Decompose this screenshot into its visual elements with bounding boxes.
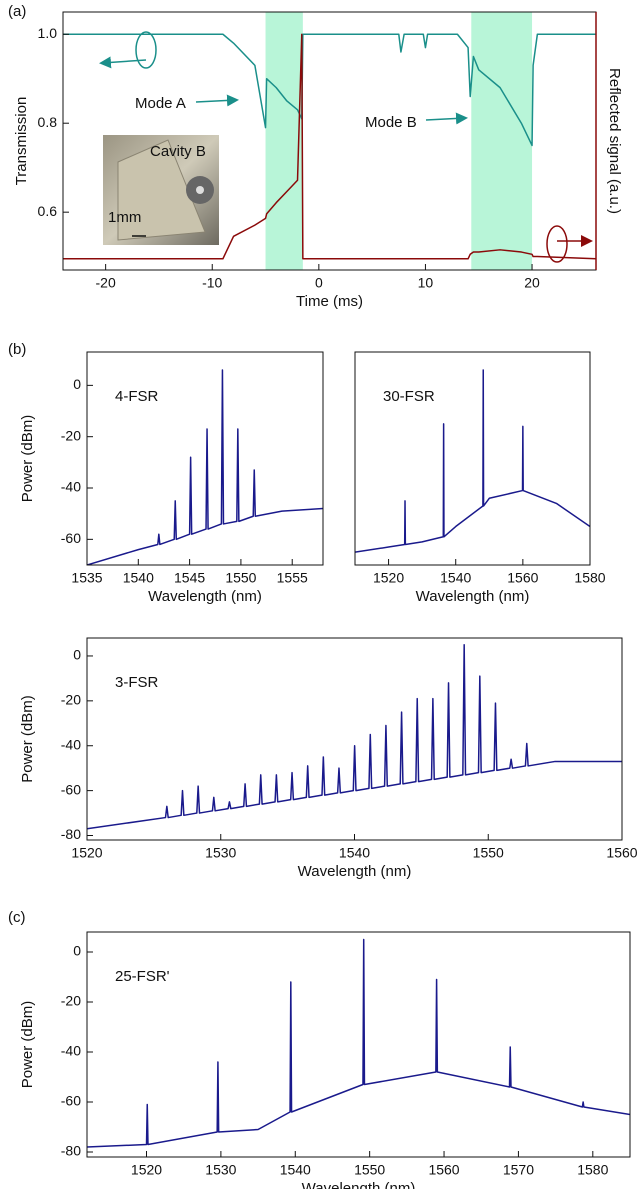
annotation: Mode B <box>365 114 417 131</box>
x-tick-label: 1520 <box>71 845 102 861</box>
y-tick-label: -60 <box>61 530 81 546</box>
y-tick-label: -80 <box>61 1143 81 1159</box>
x-tick-label: 1560 <box>507 570 538 586</box>
x-tick-label: 1570 <box>503 1162 534 1178</box>
axis-indicator <box>546 225 568 263</box>
y-tick-label: 1.0 <box>38 25 58 41</box>
x-tick-label: 1520 <box>373 570 404 586</box>
y-tick-label: -40 <box>61 736 81 752</box>
x-tick-label: 1555 <box>277 570 308 586</box>
y-tick-label: -20 <box>61 692 81 708</box>
annotation: Mode A <box>135 95 186 112</box>
x-tick-label: 1540 <box>280 1162 311 1178</box>
data-line <box>87 643 622 830</box>
y-tick-label: -40 <box>61 479 81 495</box>
data-line <box>355 369 590 553</box>
x-tick-label: -10 <box>202 275 222 291</box>
y-tick-label: -80 <box>61 826 81 842</box>
data-line <box>63 33 596 147</box>
plot-frame <box>86 351 324 566</box>
spectrum-label: 3-FSR <box>115 674 159 691</box>
panel-label: (c) <box>8 909 26 926</box>
x-axis-title: Wavelength (nm) <box>148 588 262 605</box>
x-tick-label: -20 <box>96 275 116 291</box>
x-tick-label: 1520 <box>131 1162 162 1178</box>
data-line <box>87 938 630 1148</box>
x-tick-label: 1550 <box>473 845 504 861</box>
x-tick-label: 1540 <box>440 570 471 586</box>
y-tick-label: -60 <box>61 1093 81 1109</box>
shaded-region <box>265 12 303 270</box>
y-axis-title: Power (dBm) <box>19 415 36 503</box>
y-tick-label: -60 <box>61 781 81 797</box>
x-tick-label: 20 <box>524 275 540 291</box>
plot-frame <box>354 351 591 566</box>
spectrum-label: 30-FSR <box>383 388 435 405</box>
arrow <box>425 112 468 125</box>
x-tick-label: 1545 <box>174 570 205 586</box>
x-tick-label: 1530 <box>205 1162 236 1178</box>
x-tick-label: 1535 <box>71 570 102 586</box>
arrow <box>195 94 239 107</box>
x-tick-label: 1550 <box>354 1162 385 1178</box>
y-tick-label: 0 <box>73 647 81 663</box>
y-tick-label: 0.6 <box>38 203 58 219</box>
y-tick-label: -20 <box>61 427 81 443</box>
y2-axis-title: Reflected signal (a.u.) <box>606 68 623 214</box>
panel-label: (b) <box>8 341 26 358</box>
y-tick-label: 0 <box>73 376 81 392</box>
annotation: Cavity B <box>150 143 206 160</box>
data-line <box>63 33 596 260</box>
spectrum-label: 25-FSR' <box>115 968 170 985</box>
shaded-region <box>471 12 533 270</box>
arrow <box>99 56 147 69</box>
axis-indicator <box>135 31 157 69</box>
x-tick-label: 1540 <box>339 845 370 861</box>
y-tick-label: 0.8 <box>38 114 58 130</box>
x-axis-title: Time (ms) <box>296 293 363 310</box>
inset-lens-center <box>196 186 204 194</box>
panel-label: (a) <box>8 3 26 20</box>
y-tick-label: -40 <box>61 1043 81 1059</box>
x-axis-title: Wavelength (nm) <box>298 863 412 880</box>
x-tick-label: 0 <box>315 275 323 291</box>
y-tick-label: 0 <box>73 943 81 959</box>
annotation: 1mm <box>108 209 141 226</box>
y-axis-title: Power (dBm) <box>19 695 36 783</box>
inset-cavity <box>117 139 206 241</box>
x-tick-label: 1560 <box>606 845 637 861</box>
x-tick-label: 1550 <box>225 570 256 586</box>
x-tick-label: 1540 <box>123 570 154 586</box>
x-axis-title: Wavelength (nm) <box>416 588 530 605</box>
data-line <box>87 369 323 565</box>
y-axis-title: Transmission <box>13 97 30 186</box>
x-axis-title: Wavelength (nm) <box>302 1180 416 1189</box>
x-tick-label: 1580 <box>574 570 605 586</box>
y-axis-title: Power (dBm) <box>19 1001 36 1089</box>
x-tick-label: 1560 <box>428 1162 459 1178</box>
x-tick-label: 1530 <box>205 845 236 861</box>
plot-frame <box>86 931 631 1158</box>
spectrum-label: 4-FSR <box>115 388 159 405</box>
x-tick-label: 1580 <box>577 1162 608 1178</box>
x-tick-label: 10 <box>418 275 434 291</box>
y-tick-label: -20 <box>61 993 81 1009</box>
